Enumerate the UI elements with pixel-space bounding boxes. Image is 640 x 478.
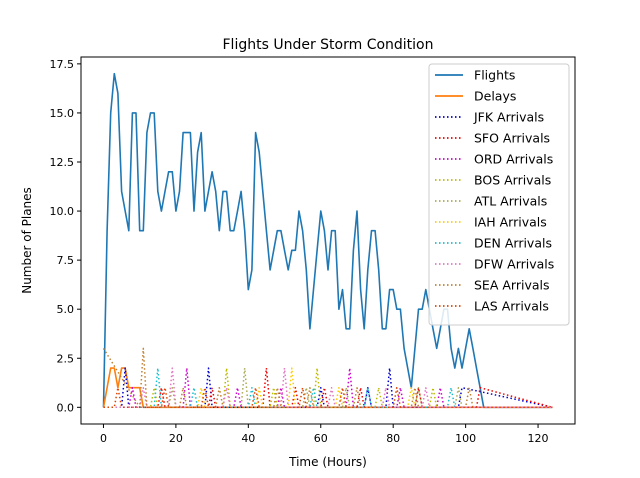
- x-tick-label: 0: [100, 432, 107, 445]
- x-tick-label: 100: [455, 432, 476, 445]
- y-tick-label: 17.5: [50, 58, 75, 71]
- x-tick-label: 20: [169, 432, 183, 445]
- legend-label-las-arrivals: LAS Arrivals: [474, 299, 549, 314]
- legend-label-flights: Flights: [474, 68, 515, 83]
- legend-label-bos-arrivals: BOS Arrivals: [474, 173, 551, 188]
- y-tick-label: 12.5: [50, 156, 75, 169]
- series-line-las-arrivals: [103, 386, 553, 409]
- legend-box: [428, 63, 570, 326]
- legend-label-iah-arrivals: IAH Arrivals: [474, 215, 547, 230]
- legend-label-atl-arrivals: ATL Arrivals: [474, 194, 547, 209]
- legend-label-dfw-arrivals: DFW Arrivals: [474, 257, 554, 272]
- y-tick-label: 5.0: [57, 303, 75, 316]
- legend-label-delays: Delays: [474, 89, 516, 104]
- y-tick-label: 10.0: [50, 205, 75, 218]
- series-line-iah-arrivals: [103, 367, 553, 409]
- legend-label-jfk-arrivals: JFK Arrivals: [473, 110, 544, 125]
- chart-title: Flights Under Storm Condition: [223, 37, 434, 53]
- legend-label-ord-arrivals: ORD Arrivals: [474, 152, 553, 167]
- y-tick-label: 7.5: [57, 254, 75, 267]
- legend-label-sfo-arrivals: SFO Arrivals: [474, 131, 550, 146]
- y-tick-label: 0.0: [57, 401, 75, 414]
- y-tick-label: 15.0: [50, 107, 75, 120]
- series-line-delays: [102, 367, 553, 409]
- y-axis-label: Number of Planes: [20, 187, 34, 294]
- x-tick-label: 40: [241, 432, 255, 445]
- x-tick-label: 60: [314, 432, 328, 445]
- legend: Flights Delays JFK Arrivals SFO Arrivals ORD…: [428, 63, 570, 326]
- legend-label-sea-arrivals: SEA Arrivals: [474, 278, 549, 293]
- legend-label-den-arrivals: DEN Arrivals: [474, 236, 552, 251]
- x-axis-label: Time (Hours): [288, 455, 367, 469]
- x-tick-label: 80: [386, 432, 400, 445]
- x-tick-label: 120: [528, 432, 549, 445]
- series-line-flights: [102, 72, 553, 409]
- plot-frame: [80, 56, 576, 425]
- y-tick-label: 2.5: [57, 352, 75, 365]
